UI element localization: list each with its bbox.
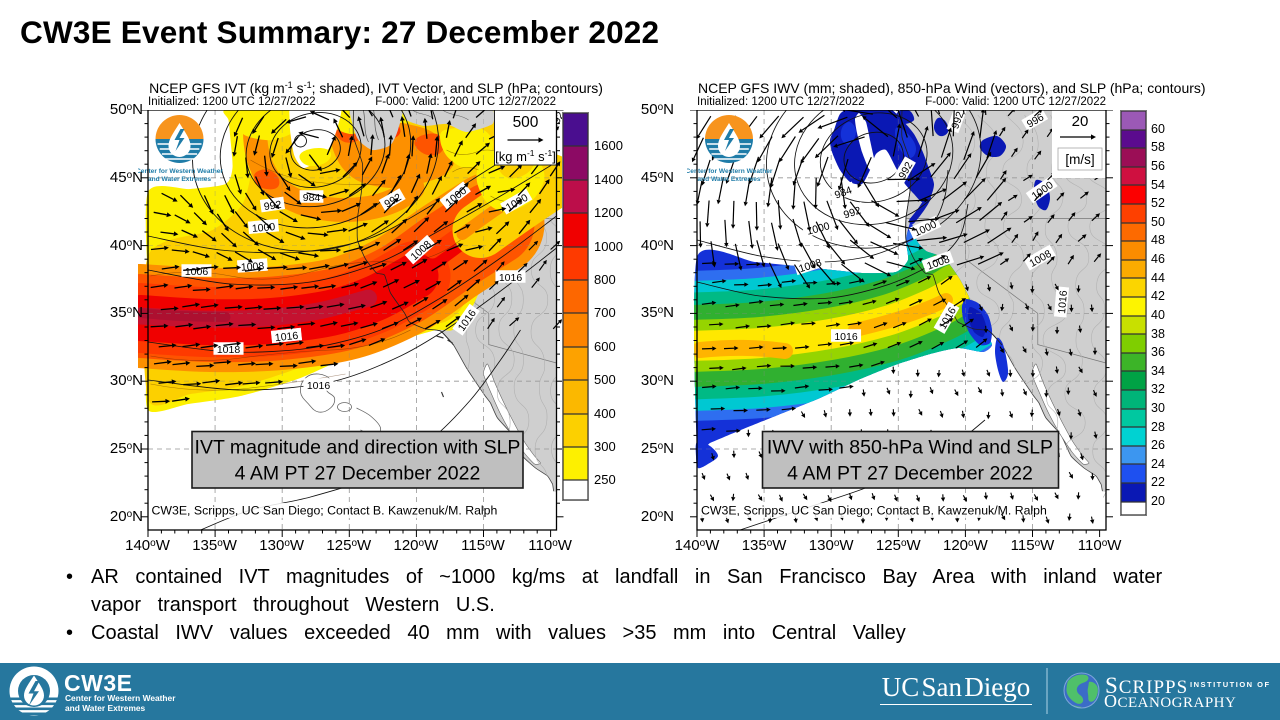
svg-text:and Water Extremes: and Water Extremes [147,176,210,183]
svg-text:[m/s]: [m/s] [1065,152,1094,167]
svg-text:1000: 1000 [251,221,275,235]
svg-text:1006: 1006 [184,266,208,278]
svg-text:992: 992 [842,204,863,221]
svg-text:1016: 1016 [834,331,858,343]
svg-text:IWV with 850-hPa Wind and SLP: IWV with 850-hPa Wind and SLP [767,437,1053,459]
svg-text:1016: 1016 [1056,290,1070,314]
svg-text:1016: 1016 [498,272,522,284]
svg-text:and Water Extremes: and Water Extremes [697,176,760,183]
svg-text:1000: 1000 [805,220,831,238]
svg-text:4 AM PT 27 December 2022: 4 AM PT 27 December 2022 [787,463,1033,485]
svg-text:[kg m-1 s-1]: [kg m-1 s-1] [495,148,556,164]
svg-text:500: 500 [512,114,538,131]
svg-text:4 AM PT 27 December 2022: 4 AM PT 27 December 2022 [234,463,480,485]
svg-text:1016: 1016 [306,380,330,392]
svg-text:Center for Western Weather: Center for Western Weather [687,168,773,175]
svg-text:1016: 1016 [274,330,299,344]
svg-text:992: 992 [263,199,282,213]
svg-text:1018: 1018 [216,344,240,356]
svg-text:20: 20 [1072,113,1089,130]
svg-text:CW3E, Scripps, UC San Diego; C: CW3E, Scripps, UC San Diego; Contact B. … [701,504,1047,518]
svg-text:Center for Western Weather: Center for Western Weather [138,168,223,175]
svg-text:IVT magnitude and direction wi: IVT magnitude and direction with SLP [194,437,520,459]
svg-text:CW3E, Scripps, UC San Diego; C: CW3E, Scripps, UC San Diego; Contact B. … [151,504,497,518]
